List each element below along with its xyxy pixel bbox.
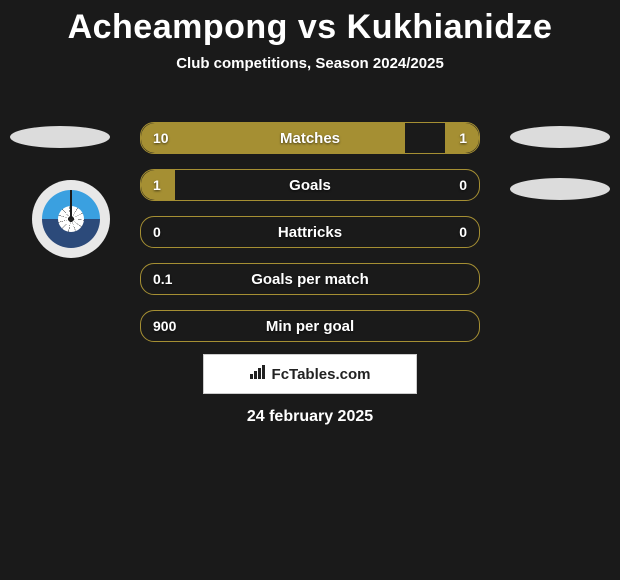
stat-label: Hattricks <box>141 217 479 247</box>
subtitle: Club competitions, Season 2024/2025 <box>0 55 620 72</box>
club-logo-inner <box>42 190 100 248</box>
date-label: 24 february 2025 <box>0 408 620 426</box>
stat-row: 0Hattricks0 <box>140 216 480 248</box>
comparison-card: Acheampong vs Kukhianidze Club competiti… <box>0 0 620 580</box>
brand-label: FcTables.com <box>250 365 371 383</box>
football-icon <box>58 206 84 232</box>
stat-row: 10Matches1 <box>140 122 480 154</box>
stat-label: Matches <box>141 123 479 153</box>
stat-value-right: 1 <box>459 123 467 153</box>
player-photo-placeholder-right-2 <box>510 178 610 200</box>
brand-text: FcTables.com <box>272 366 371 383</box>
stat-row: 1Goals0 <box>140 169 480 201</box>
stat-value-right: 0 <box>459 170 467 200</box>
brand-box[interactable]: FcTables.com <box>203 354 417 394</box>
stat-row: 0.1Goals per match <box>140 263 480 295</box>
stat-label: Min per goal <box>141 311 479 341</box>
stat-label: Goals per match <box>141 264 479 294</box>
stat-row: 900Min per goal <box>140 310 480 342</box>
bar-chart-icon <box>250 365 268 383</box>
stat-value-right: 0 <box>459 217 467 247</box>
page-title: Acheampong vs Kukhianidze <box>0 0 620 47</box>
player-photo-placeholder-right-1 <box>510 126 610 148</box>
player-photo-placeholder-left <box>10 126 110 148</box>
club-logo-left <box>32 180 110 258</box>
stat-rows: 10Matches11Goals00Hattricks00.1Goals per… <box>140 122 480 357</box>
stat-label: Goals <box>141 170 479 200</box>
